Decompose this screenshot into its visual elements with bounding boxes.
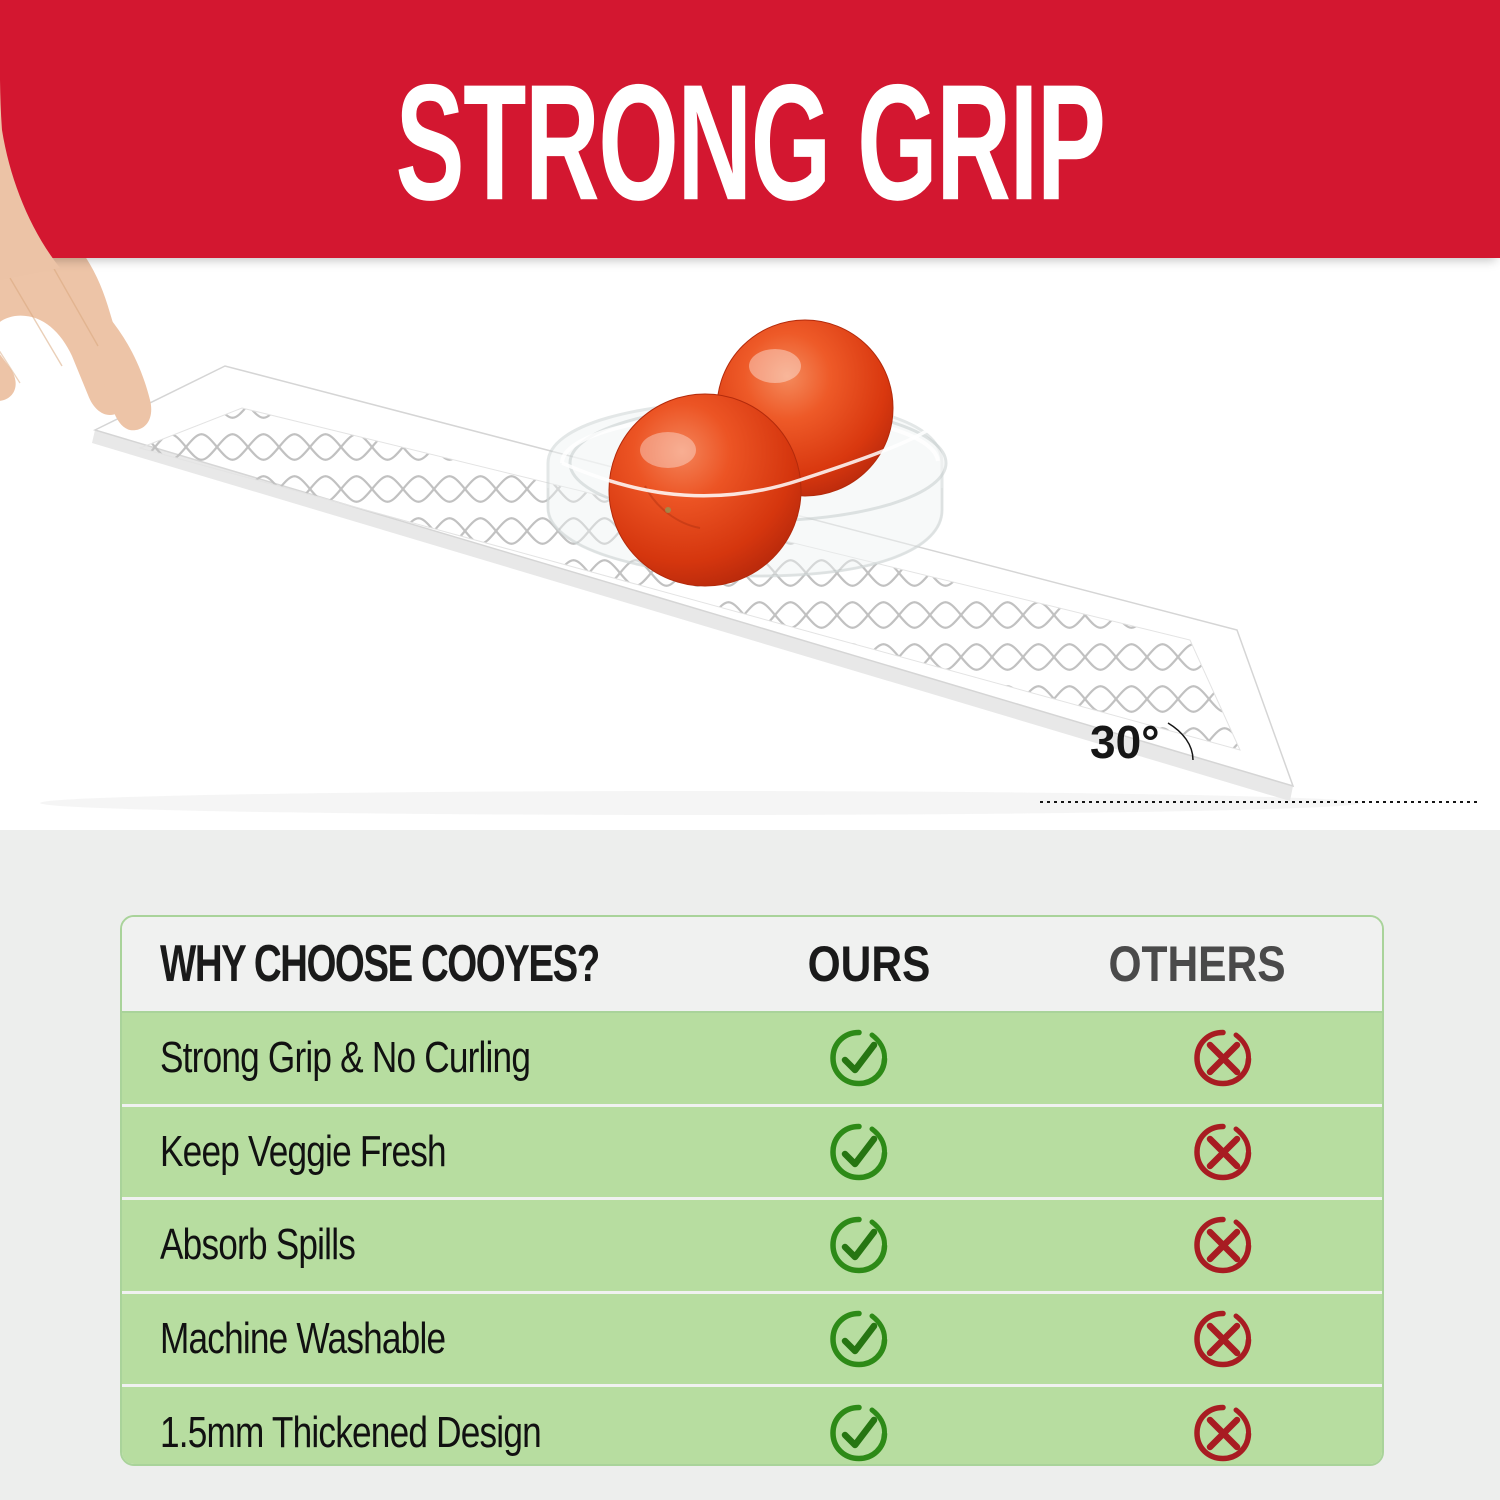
svg-text:30°: 30° (1090, 716, 1160, 768)
